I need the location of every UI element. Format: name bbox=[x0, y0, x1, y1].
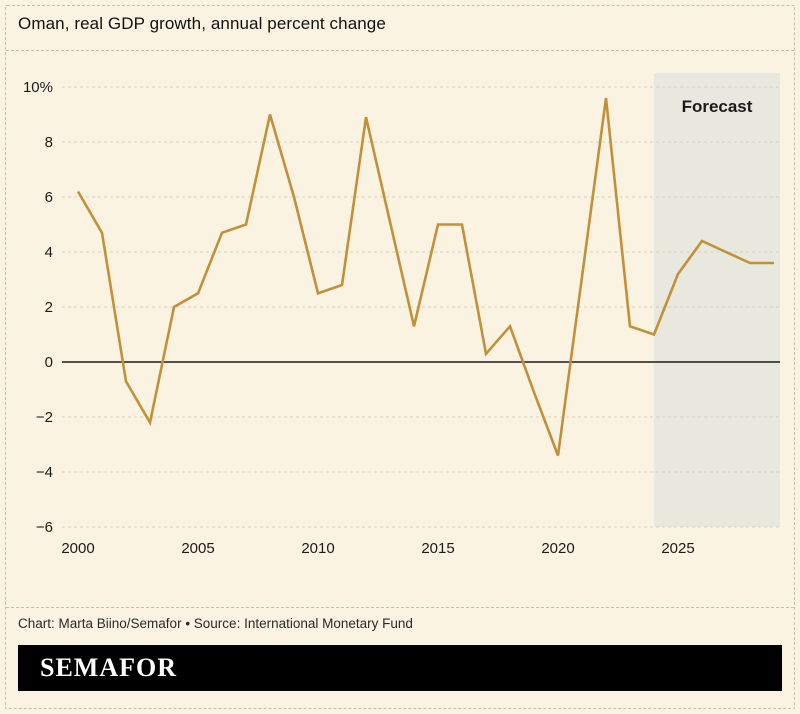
y-tick-label: 8 bbox=[45, 134, 53, 151]
semafor-logo: SEMAFOR bbox=[40, 653, 177, 682]
footer-separator bbox=[6, 607, 794, 608]
x-tick-label: 2015 bbox=[421, 540, 454, 557]
forecast-region bbox=[654, 73, 780, 527]
gdp-line bbox=[76, 97, 774, 456]
y-tick-label: 10% bbox=[23, 79, 53, 96]
y-tick-label: 6 bbox=[45, 189, 53, 206]
y-tick-label: 2 bbox=[45, 299, 53, 316]
x-tick-label: 2010 bbox=[301, 540, 334, 557]
chart-title: Oman, real GDP growth, annual percent ch… bbox=[18, 14, 386, 33]
y-tick-label: 4 bbox=[45, 244, 53, 261]
y-tick-label: −6 bbox=[36, 519, 53, 536]
gdp-line-chart: 10% 8 6 4 2 0 −2 −4 −6 2000 2005 2010 2015 2020 2025 Fo… bbox=[23, 73, 780, 557]
y-tick-label: 0 bbox=[45, 354, 53, 371]
y-tick-label: −2 bbox=[36, 409, 53, 426]
credit-line: Chart: Marta Biino/Semafor • Source: Int… bbox=[18, 616, 413, 631]
semafor-logo-bar: SEMAFOR bbox=[18, 645, 782, 691]
x-tick-label: 2005 bbox=[181, 540, 214, 557]
y-tick-label: −4 bbox=[36, 464, 53, 481]
x-tick-label: 2000 bbox=[61, 540, 94, 557]
x-tick-label: 2020 bbox=[541, 540, 574, 557]
forecast-label: Forecast bbox=[682, 97, 753, 116]
title-separator bbox=[6, 50, 794, 51]
x-tick-label: 2025 bbox=[661, 540, 694, 557]
